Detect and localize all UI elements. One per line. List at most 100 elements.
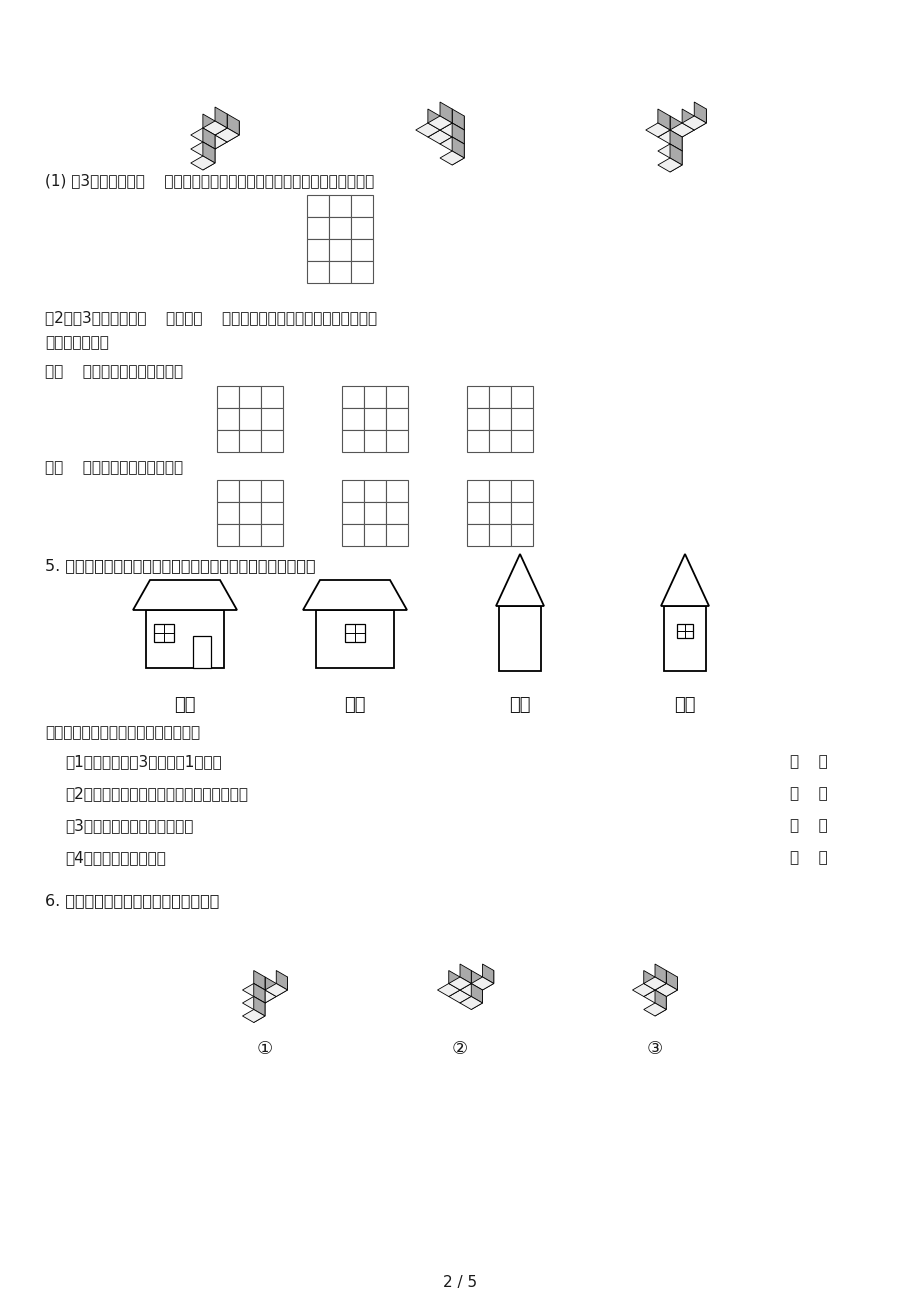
Bar — [261, 408, 283, 430]
Polygon shape — [471, 976, 482, 996]
Polygon shape — [254, 996, 265, 1016]
Bar — [386, 385, 407, 408]
Polygon shape — [190, 142, 215, 156]
Polygon shape — [471, 970, 482, 990]
Bar — [676, 624, 692, 638]
Polygon shape — [133, 579, 237, 611]
Polygon shape — [265, 983, 276, 1003]
Bar — [345, 624, 365, 642]
Bar — [239, 480, 261, 503]
Bar — [217, 408, 239, 430]
Polygon shape — [694, 109, 706, 130]
Polygon shape — [669, 130, 681, 151]
Polygon shape — [681, 109, 694, 130]
Polygon shape — [190, 156, 215, 171]
Polygon shape — [451, 116, 464, 137]
Polygon shape — [254, 970, 265, 990]
Polygon shape — [495, 553, 543, 605]
Polygon shape — [657, 116, 669, 137]
Text: 后面: 后面 — [344, 697, 366, 713]
Polygon shape — [654, 983, 676, 996]
Bar — [664, 605, 705, 671]
Bar — [386, 408, 407, 430]
Bar — [467, 503, 489, 523]
Text: （    ）: （ ） — [789, 754, 827, 769]
Polygon shape — [448, 976, 460, 996]
Polygon shape — [215, 107, 227, 128]
Polygon shape — [654, 976, 665, 996]
Polygon shape — [460, 983, 471, 1003]
Bar — [351, 240, 372, 260]
Bar — [364, 523, 386, 546]
Polygon shape — [439, 122, 451, 145]
Bar — [217, 523, 239, 546]
Polygon shape — [276, 976, 288, 996]
Bar — [467, 430, 489, 452]
Polygon shape — [657, 158, 681, 172]
Polygon shape — [460, 976, 471, 996]
Bar — [307, 195, 329, 217]
Polygon shape — [439, 109, 451, 130]
Polygon shape — [657, 145, 681, 158]
Bar — [261, 503, 283, 523]
Bar — [386, 430, 407, 452]
Polygon shape — [669, 116, 681, 137]
Polygon shape — [227, 121, 239, 142]
Bar — [153, 624, 174, 642]
Bar — [329, 260, 351, 283]
Polygon shape — [215, 115, 227, 135]
Polygon shape — [657, 109, 669, 130]
Bar — [239, 408, 261, 430]
Polygon shape — [471, 976, 494, 990]
Text: （    ）: （ ） — [789, 786, 827, 801]
Polygon shape — [215, 121, 227, 142]
Polygon shape — [643, 976, 665, 990]
Bar — [261, 480, 283, 503]
Text: （3）房子的后面有一扇窗户。: （3）房子的后面有一扇窗户。 — [65, 818, 193, 833]
Polygon shape — [645, 122, 669, 137]
Polygon shape — [654, 970, 665, 990]
Polygon shape — [631, 983, 654, 996]
Text: 2 / 5: 2 / 5 — [442, 1275, 477, 1290]
Text: 左面: 左面 — [509, 697, 530, 713]
Polygon shape — [471, 983, 482, 1003]
Polygon shape — [439, 102, 451, 122]
Polygon shape — [460, 963, 471, 983]
Bar — [489, 385, 510, 408]
Polygon shape — [448, 976, 471, 990]
Polygon shape — [681, 116, 694, 137]
Text: ③: ③ — [646, 1040, 663, 1059]
Polygon shape — [643, 976, 654, 996]
Polygon shape — [227, 115, 239, 135]
Text: （2）这座房子的窗户都在它的前面或后面。: （2）这座房子的窗户都在它的前面或后面。 — [65, 786, 248, 801]
Text: 的图形画下来。: 的图形画下来。 — [45, 335, 108, 350]
Polygon shape — [203, 135, 227, 148]
Text: （    ）: （ ） — [789, 818, 827, 833]
Bar — [510, 503, 532, 523]
Bar — [239, 523, 261, 546]
Polygon shape — [451, 145, 464, 165]
Polygon shape — [302, 579, 406, 611]
Polygon shape — [254, 1003, 265, 1022]
Polygon shape — [643, 970, 654, 990]
Polygon shape — [471, 990, 482, 1009]
Polygon shape — [190, 128, 215, 142]
Bar — [510, 385, 532, 408]
Bar — [364, 385, 386, 408]
Polygon shape — [254, 983, 265, 1003]
Bar — [489, 480, 510, 503]
Polygon shape — [643, 1003, 665, 1016]
Polygon shape — [439, 116, 451, 137]
Polygon shape — [482, 963, 494, 983]
Bar — [342, 408, 364, 430]
Bar — [329, 217, 351, 240]
Bar — [329, 195, 351, 217]
Polygon shape — [460, 996, 482, 1009]
Polygon shape — [243, 1009, 265, 1022]
Polygon shape — [654, 996, 665, 1016]
Polygon shape — [203, 148, 215, 171]
Bar — [217, 503, 239, 523]
Polygon shape — [665, 970, 676, 990]
Text: 从（    ）面看到的图形分别是：: 从（ ）面看到的图形分别是： — [45, 460, 183, 475]
Polygon shape — [439, 137, 464, 151]
